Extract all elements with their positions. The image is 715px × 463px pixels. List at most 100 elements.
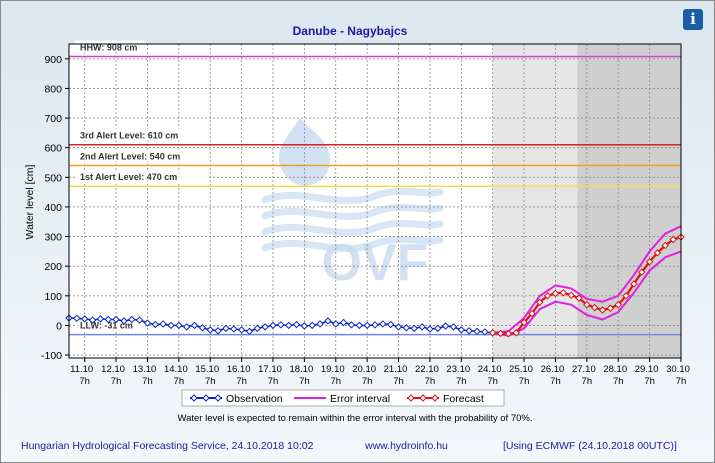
- x-tick-date: 20.10: [352, 364, 376, 375]
- observation-point: [128, 315, 136, 324]
- observation-point: [96, 315, 105, 323]
- reference-label: HHW: 908 cm: [80, 42, 137, 52]
- x-tick-time: 7h: [676, 376, 687, 387]
- forecast-point: [583, 300, 591, 309]
- x-tick-date: 13.10: [133, 364, 157, 375]
- forecast-point: [567, 291, 575, 299]
- legend-forecast-marker: [431, 394, 439, 402]
- observation-point: [332, 320, 340, 328]
- x-tick-date: 11.10: [70, 364, 93, 375]
- reference-label-bg: [75, 170, 210, 183]
- x-tick-date: 12.10: [101, 364, 125, 375]
- forecast-point: [488, 329, 497, 337]
- observation-point: [426, 325, 434, 333]
- legend-observation-marker: [202, 394, 210, 402]
- forecast-point: [528, 309, 536, 318]
- observation-point: [300, 322, 309, 330]
- ovf-watermark: OVF: [261, 118, 444, 292]
- observation-point: [284, 321, 293, 330]
- footer-organization: Hungarian Hydrological Forecasting Servi…: [21, 440, 314, 452]
- x-tick-date: 27.10: [572, 364, 596, 375]
- observation-point: [410, 324, 418, 333]
- observation-point: [112, 315, 120, 324]
- y-tick-label: 0: [56, 320, 62, 332]
- y-tick-label: 900: [44, 54, 62, 66]
- y-tick-label: 600: [44, 143, 62, 155]
- observation-point: [190, 321, 199, 330]
- observation-point: [292, 320, 301, 329]
- observation-point: [465, 327, 473, 335]
- x-tick-time: 7h: [425, 376, 436, 387]
- observation-point: [269, 321, 277, 330]
- observation-point: [441, 322, 450, 330]
- x-tick-date: 19.10: [321, 364, 345, 375]
- reference-label: 2nd Alert Level: 540 cm: [80, 151, 180, 161]
- info-button[interactable]: i: [683, 9, 703, 30]
- legend-forecast-marker: [407, 394, 415, 402]
- observation-point: [182, 323, 191, 331]
- observation-point: [324, 317, 332, 325]
- observation-point: [230, 325, 238, 333]
- x-tick-time: 7h: [644, 376, 655, 387]
- forecast-point: [512, 329, 520, 337]
- forecast-point: [614, 300, 622, 309]
- x-tick-date: 30.10: [666, 364, 690, 375]
- observation-point: [214, 327, 222, 335]
- observation-point: [418, 323, 426, 331]
- x-tick-time: 7h: [362, 376, 373, 387]
- observation-point: [394, 323, 403, 331]
- plot-frame: [68, 43, 682, 359]
- observation-point: [198, 324, 207, 332]
- info-icon: i: [690, 10, 696, 28]
- observation-point: [379, 320, 387, 328]
- observation-point: [277, 321, 285, 329]
- footer-model-info: [Using ECMWF (24.10.2018 00UTC)]: [503, 440, 677, 452]
- chart-note: Water level is expected to remain within…: [177, 413, 532, 424]
- forecast-point: [653, 249, 662, 257]
- x-tick-time: 7h: [205, 376, 216, 387]
- y-tick-label: 700: [44, 113, 62, 125]
- forecast-point: [504, 330, 513, 338]
- forecast-point: [606, 304, 615, 312]
- forecast-shade-1: [492, 44, 578, 358]
- observation-point: [245, 327, 254, 336]
- x-tick-date: 26.10: [541, 364, 565, 375]
- x-tick-date: 14.10: [164, 364, 188, 375]
- observation-point: [355, 321, 364, 330]
- x-tick-time: 7h: [268, 376, 279, 387]
- legend-observation-marker: [190, 394, 198, 402]
- reference-label-bg: [75, 149, 210, 162]
- x-tick-time: 7h: [456, 376, 467, 387]
- x-tick-time: 7h: [330, 376, 341, 387]
- x-tick-date: 25.10: [509, 364, 533, 375]
- x-tick-time: 7h: [174, 376, 185, 387]
- forecast-point: [638, 268, 646, 276]
- x-tick-time: 7h: [236, 376, 247, 387]
- x-tick-time: 7h: [550, 376, 561, 387]
- y-tick-label: 500: [44, 172, 62, 184]
- watermark-wave: [261, 235, 444, 253]
- observation-point: [175, 321, 183, 330]
- reference-label: LLW: -31 cm: [80, 321, 133, 331]
- legend-box: [181, 389, 505, 407]
- observation-point: [402, 324, 411, 332]
- observation-point: [261, 323, 269, 331]
- observation-point: [457, 326, 466, 334]
- error-interval-upper: [492, 225, 682, 334]
- x-tick-date: 16.10: [227, 364, 251, 375]
- observation-point: [386, 320, 395, 329]
- forecast-point: [575, 294, 583, 302]
- observation-point: [347, 321, 356, 329]
- footer-website-link[interactable]: www.hydroinfo.hu: [365, 440, 448, 452]
- x-tick-time: 7h: [142, 376, 153, 387]
- observation-point: [80, 315, 89, 323]
- y-axis-label: Water level [cm]: [24, 164, 36, 239]
- watermark-text: OVF: [322, 234, 429, 292]
- forecast-point: [590, 303, 599, 312]
- reference-label: 1st Alert Level: 470 cm: [80, 172, 177, 182]
- observation-point: [253, 324, 262, 333]
- observation-point: [316, 320, 324, 328]
- observation-point: [339, 318, 348, 327]
- x-tick-date: 28.10: [603, 364, 627, 375]
- observation-point: [167, 321, 175, 330]
